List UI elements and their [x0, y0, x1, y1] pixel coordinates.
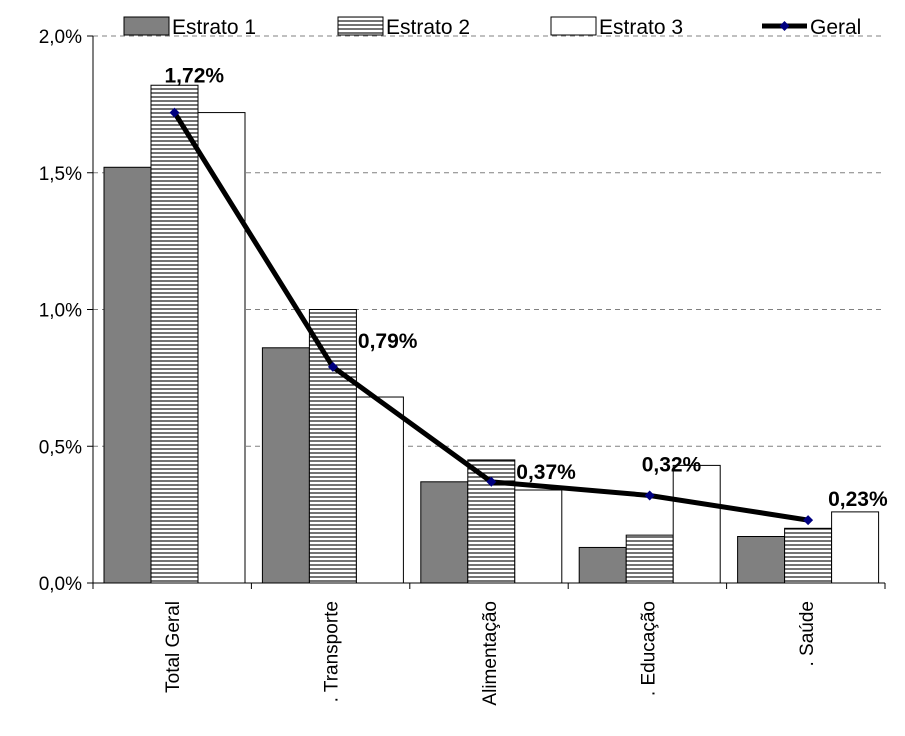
- data-label: 0,32%: [642, 453, 702, 476]
- y-tick-label: 0,5%: [39, 437, 82, 458]
- point-geral: [803, 515, 814, 526]
- bar-estrato-3: [514, 489, 563, 584]
- legend-swatch: [337, 16, 384, 36]
- bar-estrato-1: [578, 546, 627, 584]
- legend-label: Geral: [810, 16, 861, 39]
- bar-estrato-3: [197, 112, 246, 584]
- bar-estrato-1: [103, 166, 152, 584]
- bar-estrato-2: [150, 84, 199, 584]
- bar-estrato-3: [831, 511, 880, 584]
- bar-estrato-3: [355, 396, 404, 584]
- bars-layer: [103, 84, 880, 584]
- y-tick-label: 0,0%: [39, 574, 82, 595]
- legend-label: Estrato 1: [172, 16, 256, 39]
- legend-swatch: [123, 16, 170, 36]
- x-category-label: Total Geral: [163, 601, 184, 693]
- data-label: 0,37%: [516, 461, 576, 484]
- y-tick-label: 1,5%: [39, 164, 82, 185]
- bar-estrato-1: [261, 347, 310, 584]
- point-geral: [169, 107, 180, 118]
- bar-estrato-2: [308, 309, 357, 584]
- bar-estrato-2: [625, 534, 674, 584]
- legend-label: Estrato 3: [599, 16, 683, 39]
- bar-estrato-3: [672, 464, 721, 584]
- data-label: 0,23%: [828, 488, 888, 511]
- data-label: 0,79%: [358, 330, 418, 353]
- line-layer: [169, 107, 814, 526]
- x-category-label: . Educação: [638, 601, 659, 696]
- legend-swatch: [550, 16, 597, 36]
- x-category-label: . Transporte: [322, 601, 343, 702]
- y-tick-label: 1,0%: [39, 301, 82, 322]
- point-geral: [486, 476, 497, 487]
- x-category-label: Alimentação: [480, 601, 501, 706]
- axes-layer: 0,0% 0,5% 1,0% 1,5% 2,0% Total Geral . Transpo…: [39, 27, 886, 706]
- bar-estrato-1: [737, 536, 786, 584]
- legend-label: Estrato 2: [386, 16, 470, 39]
- bar-estrato-2: [784, 527, 833, 584]
- data-label: 1,72%: [165, 65, 225, 88]
- legend-marker: [779, 21, 790, 31]
- labels-layer: 1,72% 0,79% 0,37% 0,32% 0,23%: [165, 65, 888, 512]
- point-geral: [644, 490, 655, 501]
- x-category-label: . Saúde: [797, 601, 818, 667]
- legend: Estrato 1 Estrato 2 Estrato 3 Geral: [123, 16, 861, 39]
- bar-estrato-1: [420, 481, 469, 584]
- grid-layer: [93, 35, 885, 447]
- point-geral: [327, 361, 338, 372]
- y-tick-label: 2,0%: [39, 27, 82, 48]
